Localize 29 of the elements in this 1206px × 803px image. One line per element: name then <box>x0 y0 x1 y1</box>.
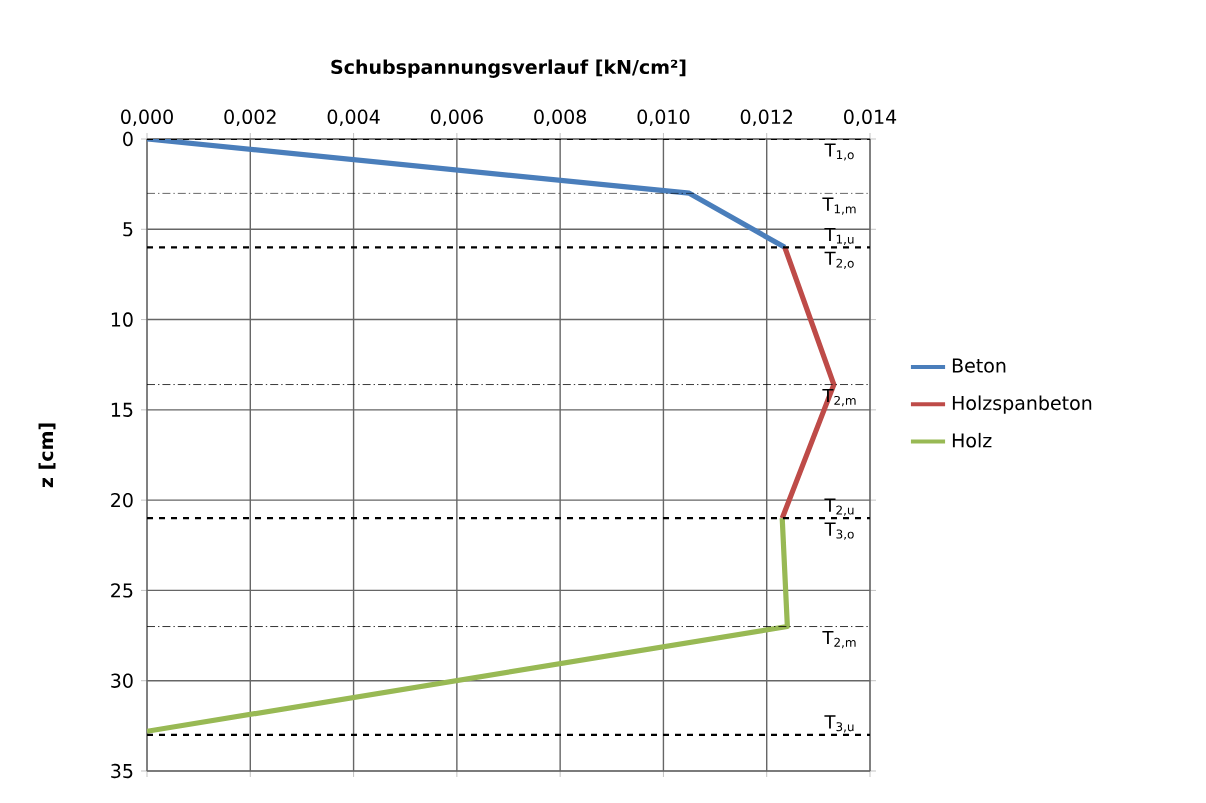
x-tick-label: 0,002 <box>224 109 276 126</box>
y-tick-label: 30 <box>111 673 133 688</box>
x-axis-title: Schubspannungsverlauf [kN/cm²] <box>331 59 686 78</box>
annotation: T$_{2,u}$ <box>824 498 854 516</box>
legend-label: Holz <box>952 432 992 448</box>
ref-line-label: T$_{2,m}$ <box>822 630 856 649</box>
legend-label: Beton <box>952 358 1006 373</box>
y-axis-title: z [cm] <box>38 423 56 488</box>
ref-line-label: T$_{3,u}$ <box>824 715 854 733</box>
ref-line-label: T$_{3,o}$ <box>824 522 854 540</box>
x-tick-label: 0,000 <box>121 109 173 126</box>
y-tick-label: 20 <box>111 492 133 508</box>
legend-label: Holzspanbeton <box>952 395 1092 414</box>
x-tick-label: 0,010 <box>637 109 690 126</box>
x-tick-label: 0,014 <box>844 109 897 126</box>
y-tick-label: 25 <box>111 583 133 598</box>
y-tick-label: 10 <box>111 312 133 327</box>
x-tick-label: 0,004 <box>327 109 380 126</box>
ref-line-label: T$_{1,o}$ <box>824 143 854 161</box>
y-tick-label: 15 <box>111 402 133 417</box>
x-tick-label: 0,006 <box>430 109 483 126</box>
ref-line-label: T$_{2,o}$ <box>824 251 854 269</box>
y-tick-label: 35 <box>111 763 133 779</box>
annotation: T$_{1,u}$ <box>824 227 854 245</box>
y-tick-label: 5 <box>123 222 133 237</box>
x-tick-label: 0,008 <box>534 109 587 126</box>
y-tick-label: 0 <box>123 131 133 147</box>
x-tick-label: 0,012 <box>740 109 793 126</box>
ref-line-label: T$_{1,m}$ <box>822 197 856 215</box>
